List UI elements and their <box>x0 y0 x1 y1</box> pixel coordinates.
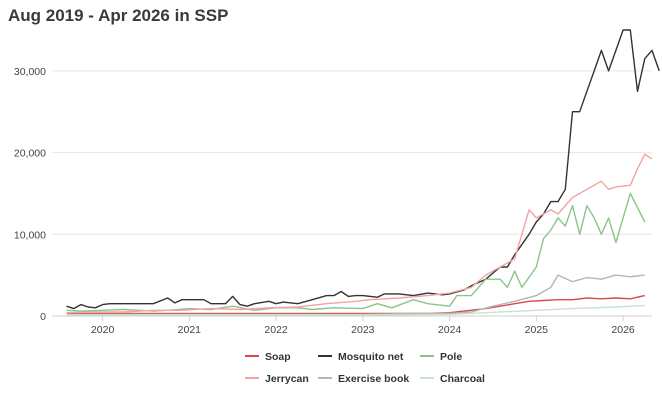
y-axis-ticks: 0 10,000 20,000 30,000 <box>14 66 46 323</box>
x-tick-label: 2026 <box>611 324 635 336</box>
series-line-soap[interactable] <box>66 294 645 315</box>
series-line-charcoal[interactable] <box>66 304 645 316</box>
y-tick-label: 20,000 <box>14 148 46 160</box>
grid-lines <box>52 70 652 317</box>
legend-item-pole[interactable]: Pole <box>420 351 462 363</box>
x-tick-label: 2023 <box>351 324 375 336</box>
legend-label: Mosquito net <box>338 351 404 363</box>
legend-label: Charcoal <box>440 373 485 385</box>
legend-item-mosquito-net[interactable]: Mosquito net <box>318 351 404 363</box>
legend-item-exercise-book[interactable]: Exercise book <box>318 373 409 385</box>
series-line-jerrycan[interactable] <box>66 153 653 314</box>
legend-item-soap[interactable]: Soap <box>245 351 291 363</box>
x-axis: 2020 2021 2022 2023 2024 2025 2026 <box>91 316 635 336</box>
legend-label: Exercise book <box>338 373 409 385</box>
legend-label: Pole <box>440 351 462 363</box>
y-tick-label: 0 <box>40 311 46 323</box>
series-lines <box>66 29 660 316</box>
x-tick-label: 2022 <box>264 324 288 336</box>
x-tick-label: 2020 <box>91 324 115 336</box>
series-line-mosquito-net[interactable] <box>66 29 660 310</box>
y-tick-label: 30,000 <box>14 66 46 78</box>
legend-item-charcoal[interactable]: Charcoal <box>420 373 485 385</box>
legend-item-jerrycan[interactable]: Jerrycan <box>245 373 309 385</box>
legend-label: Soap <box>265 351 291 363</box>
x-tick-label: 2025 <box>525 324 549 336</box>
x-tick-label: 2021 <box>178 324 202 336</box>
legend: Soap Mosquito net Pole Jerrycan Exercise boo… <box>245 351 485 385</box>
x-tick-label: 2024 <box>438 324 462 336</box>
y-tick-label: 10,000 <box>14 229 46 241</box>
legend-label: Jerrycan <box>265 373 309 385</box>
series-line-pole[interactable] <box>66 192 646 312</box>
chart-title: Aug 2019 - Apr 2026 in SSP <box>8 6 229 25</box>
